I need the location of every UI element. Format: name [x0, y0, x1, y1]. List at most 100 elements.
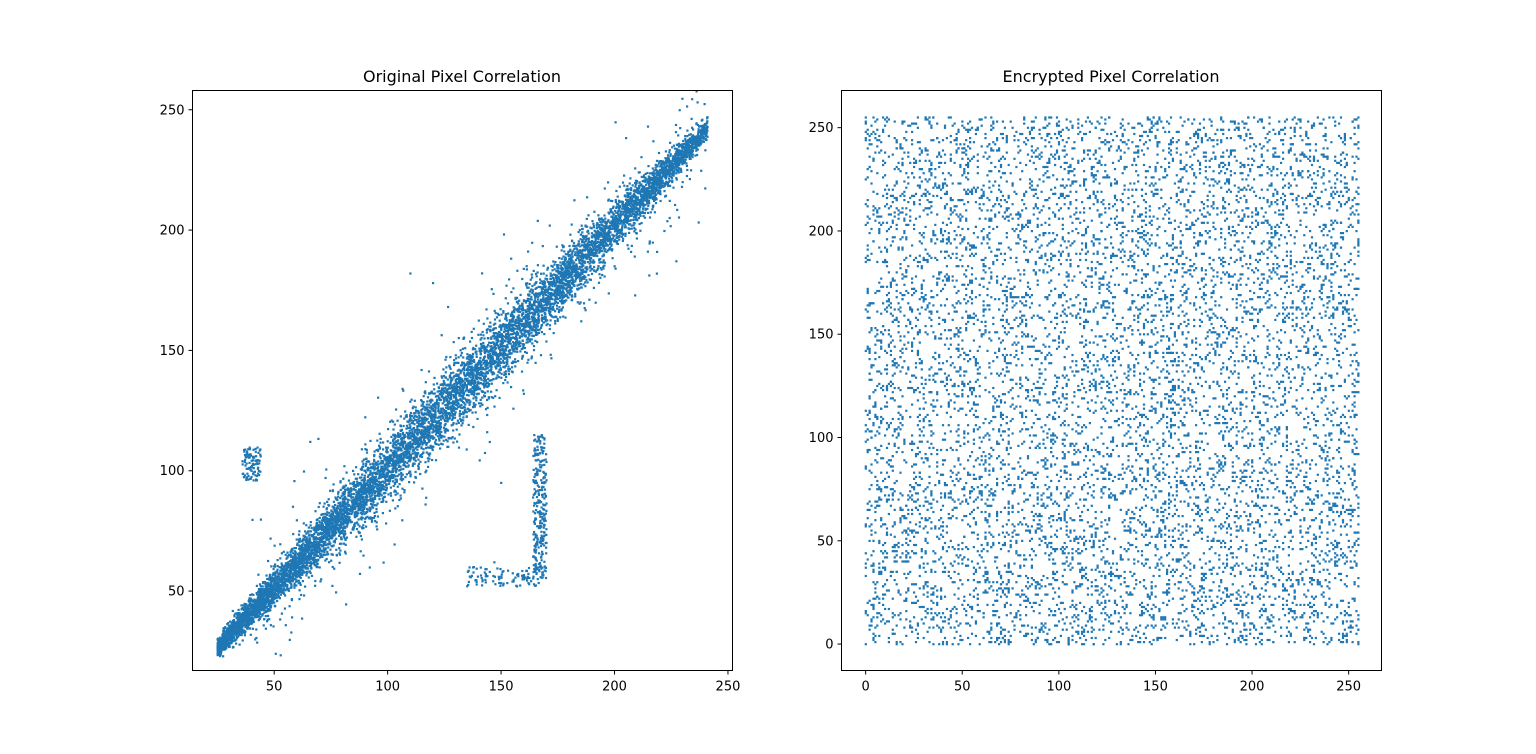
scatter-point [482, 375, 484, 377]
scatter-point [422, 420, 424, 422]
scatter-point [425, 444, 427, 446]
scatter-point [428, 393, 430, 395]
scatter-point [571, 290, 573, 292]
scatter-point [477, 334, 479, 336]
scatter-point [605, 226, 607, 228]
scatter-point [468, 424, 470, 426]
scatter-point [682, 140, 684, 142]
scatter-point [395, 470, 397, 472]
scatter-point [430, 401, 432, 403]
scatter-point [334, 504, 336, 506]
scatter-point [511, 312, 513, 314]
scatter-point [290, 586, 292, 588]
scatter-point [502, 335, 504, 337]
scatter-point [447, 420, 449, 422]
scatter-point [373, 459, 375, 461]
scatter-point [626, 185, 628, 187]
scatter-point [309, 538, 311, 540]
scatter-point [390, 487, 392, 489]
scatter-point [645, 209, 647, 211]
scatter-point [401, 488, 403, 490]
scatter-point [593, 266, 595, 268]
scatter-point [292, 533, 294, 535]
scatter-point [654, 211, 656, 213]
scatter-point [468, 394, 470, 396]
scatter-point [521, 278, 523, 280]
scatter-point [486, 399, 488, 401]
scatter-point [399, 443, 401, 445]
scatter-point [364, 521, 366, 523]
scatter-point [311, 575, 313, 577]
scatter-point [305, 574, 307, 576]
scatter-point [617, 214, 619, 216]
scatter-point [442, 368, 444, 370]
scatter-point [550, 265, 552, 267]
scatter-point [532, 335, 534, 337]
scatter-point [565, 253, 567, 255]
scatter-point [401, 449, 403, 451]
scatter-point [586, 238, 588, 240]
scatter-point [390, 492, 392, 494]
scatter-point [452, 372, 454, 374]
scatter-point [554, 322, 556, 324]
scatter-point [633, 189, 635, 191]
scatter-point [638, 217, 640, 219]
scatter-point [404, 410, 406, 412]
scatter-point [369, 463, 371, 465]
scatter-point [500, 358, 502, 360]
scatter-point [406, 420, 408, 422]
scatter-point [379, 433, 381, 435]
scatter-point [293, 584, 295, 586]
scatter-point [645, 184, 647, 186]
scatter-point [256, 585, 258, 587]
scatter-point [426, 400, 428, 402]
scatter-point [597, 265, 599, 267]
scatter-point [537, 298, 539, 300]
scatter-point [689, 146, 691, 148]
scatter-point [543, 265, 545, 267]
scatter-point [395, 408, 397, 410]
scatter-point [579, 266, 581, 268]
scatter-point [227, 622, 229, 624]
scatter-point [447, 440, 449, 442]
scatter-point [401, 429, 403, 431]
scatter-point [342, 478, 344, 480]
scatter-point [452, 441, 454, 443]
scatter-point [392, 499, 394, 501]
scatter-point [523, 300, 525, 302]
scatter-point [490, 391, 492, 393]
scatter-point [479, 388, 481, 390]
scatter-point [414, 400, 416, 402]
scatter-point [423, 448, 425, 450]
scatter-point [413, 423, 415, 425]
scatter-point [326, 501, 328, 503]
scatter-point [587, 261, 589, 263]
scatter-point [462, 348, 464, 350]
scatter-point [588, 237, 590, 239]
scatter-point [550, 354, 552, 356]
scatter-point [251, 593, 253, 595]
scatter-point [622, 238, 624, 240]
scatter-point [222, 655, 224, 657]
scatter-point [642, 208, 644, 210]
scatter-point [529, 290, 531, 292]
scatter-point [468, 358, 470, 360]
scatter-point [379, 442, 381, 444]
scatter-point [554, 320, 556, 322]
scatter-point [521, 303, 523, 305]
scatter-point [340, 511, 342, 513]
scatter-point [361, 466, 363, 468]
scatter-point [274, 563, 276, 565]
scatter-point [356, 478, 358, 480]
scatter-point [556, 305, 558, 307]
scatter-point [502, 382, 504, 384]
scatter-point [516, 325, 518, 327]
scatter-point [406, 425, 408, 427]
scatter-point [464, 347, 466, 349]
scatter-point [680, 168, 682, 170]
scatter-point [333, 501, 335, 503]
scatter-point [540, 325, 542, 327]
scatter-point [374, 515, 376, 517]
scatter-point [532, 290, 534, 292]
scatter-point [675, 177, 677, 179]
